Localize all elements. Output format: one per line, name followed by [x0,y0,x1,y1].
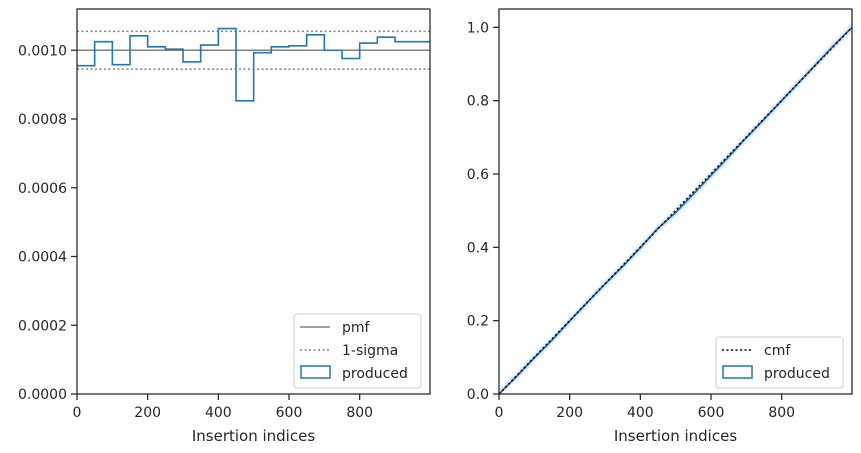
cmf-y-tick-label: 0.8 [467,94,489,110]
pmf-legend-swatch-produced [300,365,331,379]
cmf-y-tick-label: 0.6 [467,167,489,183]
pmf-ticks: 0 200 400 600 800 0.0000 0.0002 0.0004 0.0006 0.0… [18,43,373,421]
cmf-legend-box [715,336,844,389]
cmf-legend-label-cmf: cmf [764,343,791,359]
pmf-y-tick-label: 0.0000 [18,387,67,403]
cmf-y-tick-label: 0.0 [467,387,489,403]
cmf-ticks: 0 200 400 600 800 0.0 0.2 0.4 0.6 0.8 1.0 [467,20,795,421]
cmf-y-tick-label: 1.0 [467,20,489,36]
cmf-x-tick-label: 0 [495,405,504,421]
pmf-x-tick-label: 0 [73,405,82,421]
pmf-y-tick-label: 0.0004 [18,250,67,266]
cmf-x-axis-label: Insertion indices [614,427,737,445]
pmf-y-tick-label: 0.0008 [18,112,67,128]
pmf-y-tick-label: 0.0002 [18,318,67,334]
pmf-legend-label-produced: produced [342,366,408,382]
cmf-legend: cmf produced [715,336,844,389]
pmf-legend-label-sigma: 1-sigma [342,343,398,359]
cmf-axes-frame [498,8,853,395]
pmf-plot-marks [77,27,430,102]
pmf-x-axis-label: Insertion indices [192,427,315,445]
cmf-x-tick-label: 400 [627,405,654,421]
produced-histogram-step [77,27,430,102]
cmf-y-tick-label: 0.2 [467,314,489,330]
cmf-x-tick-label: 200 [556,405,583,421]
pmf-legend: pmf 1-sigma produced [293,313,422,389]
pmf-y-tick-label: 0.0006 [18,181,67,197]
pmf-x-tick-label: 200 [134,405,161,421]
cmf-plot-marks [498,22,853,395]
cmf-y-tick-label: 0.4 [467,240,489,256]
pmf-legend-box [293,313,422,389]
cmf-panel: 0 200 400 600 800 0.0 0.2 0.4 0.6 0.8 1.0 Insertio… [467,8,853,445]
pmf-axes-frame [76,8,431,395]
pmf-y-tick-label: 0.0010 [18,43,67,59]
pmf-x-tick-label: 400 [205,405,232,421]
cmf-x-tick-label: 800 [768,405,795,421]
pmf-legend-label-pmf: pmf [342,320,371,336]
pmf-x-tick-label: 800 [346,405,373,421]
pmf-panel: 0 200 400 600 800 0.0000 0.0002 0.0004 0.0006 0.0… [18,8,431,445]
cmf-x-tick-label: 600 [698,405,725,421]
cmf-legend-label-produced: produced [764,366,830,382]
pmf-x-tick-label: 600 [276,405,303,421]
cmf-legend-swatch-produced [722,365,753,379]
cmf-line [498,26,853,395]
